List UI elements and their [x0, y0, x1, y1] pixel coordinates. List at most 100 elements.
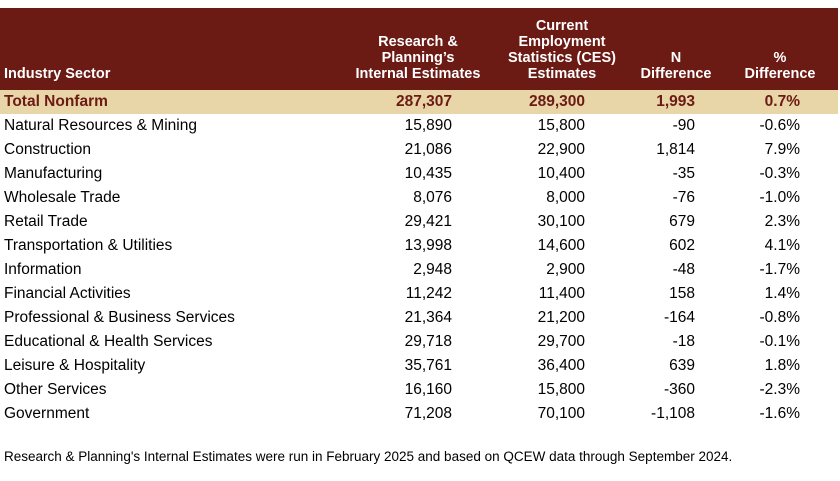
total-row: Total Nonfarm 287,307 289,300 1,993 0.7%: [0, 90, 838, 114]
cell-value: 2,900: [546, 261, 585, 278]
table-row: Construction 21,086 22,900 1,814 7.9%: [0, 138, 838, 162]
header-line: Employment: [518, 34, 606, 50]
cell-value: 29,421: [404, 213, 452, 230]
cell-value: 2.3%: [764, 213, 800, 230]
cell-value: 16,160: [404, 381, 452, 398]
header-line: Research &: [378, 34, 458, 50]
cell-value: -1.7%: [759, 261, 801, 278]
cell-value: 679: [669, 213, 695, 230]
cell-value: -0.1%: [759, 333, 801, 350]
cell-value: -0.3%: [759, 165, 801, 182]
cell-value: 287,307: [395, 93, 452, 110]
cell-value: 8,076: [413, 189, 452, 206]
cell-value: 1.8%: [764, 357, 800, 374]
table-body: Total Nonfarm 287,307 289,300 1,993 0.7% Natu…: [0, 90, 838, 426]
cell-value: 21,200: [537, 309, 585, 326]
cell-sector: Other Services: [4, 381, 107, 398]
cell-value: 70,100: [537, 405, 585, 422]
cell-value: -48: [672, 261, 695, 278]
cell-sector: Transportation & Utilities: [4, 237, 173, 254]
cell-value: 30,100: [537, 213, 585, 230]
header-line: Statistics (CES): [508, 50, 616, 66]
cell-value: 11,242: [405, 285, 452, 302]
header-line: Current: [535, 18, 589, 34]
cell-value: -35: [672, 165, 695, 182]
cell-sector: Professional & Business Services: [4, 309, 235, 326]
cell-sector: Information: [4, 261, 82, 278]
header-line: N: [670, 50, 682, 66]
cell-value: -1,108: [651, 405, 695, 422]
cell-value: 29,700: [537, 333, 585, 350]
header-pct-difference: % Difference: [730, 50, 830, 82]
cell-value: 36,400: [537, 357, 585, 374]
cell-value: -90: [672, 117, 695, 134]
cell-sector: Construction: [4, 141, 92, 158]
table-row: Educational & Health Services 29,718 29,70…: [0, 330, 838, 354]
cell-value: 21,364: [404, 309, 452, 326]
cell-value: -0.8%: [759, 309, 801, 326]
cell-value: 14,600: [537, 237, 585, 254]
cell-value: -18: [672, 333, 695, 350]
table-row: Retail Trade 29,421 30,100 679 2.3%: [0, 210, 838, 234]
cell-sector: Wholesale Trade: [4, 189, 121, 206]
table-row: Leisure & Hospitality 35,761 36,400 639 1.8%: [0, 354, 838, 378]
cell-value: -164: [663, 309, 695, 326]
header-line: %: [773, 50, 787, 66]
cell-value: -0.6%: [759, 117, 801, 134]
cell-value: -1.0%: [759, 189, 801, 206]
cell-sector: Total Nonfarm: [4, 93, 108, 110]
cell-value: 4.1%: [764, 237, 800, 254]
cell-value: 602: [669, 237, 695, 254]
header-line: Industry Sector: [4, 66, 111, 82]
cell-value: 639: [669, 357, 695, 374]
cell-value: 8,000: [546, 189, 585, 206]
cell-value: 1,993: [656, 93, 695, 110]
cell-value: 158: [669, 285, 695, 302]
table-row: Wholesale Trade 8,076 8,000 -76 -1.0%: [0, 186, 838, 210]
header-ces-estimates: Current Employment Statistics (CES) Estimat…: [497, 18, 627, 82]
cell-sector: Government: [4, 405, 90, 422]
cell-value: 15,890: [404, 117, 452, 134]
header-line: Internal Estimates: [355, 66, 481, 82]
cell-value: -76: [672, 189, 695, 206]
table-row: Information 2,948 2,900 -48 -1.7%: [0, 258, 838, 282]
cell-value: 289,300: [528, 93, 585, 110]
cell-sector: Retail Trade: [4, 213, 88, 230]
header-line: Difference: [640, 66, 712, 82]
cell-value: 0.7%: [764, 93, 800, 110]
table-row: Other Services 16,160 15,800 -360 -2.3%: [0, 378, 838, 402]
header-n-difference: N Difference: [632, 50, 720, 82]
cell-sector: Leisure & Hospitality: [4, 357, 146, 374]
table-header: Industry Sector Research & Planning’s Inte…: [0, 8, 838, 90]
cell-sector: Financial Activities: [4, 285, 131, 302]
cell-value: 21,086: [404, 141, 452, 158]
cell-value: 7.9%: [764, 141, 800, 158]
footnote: Research & Planning's Internal Estimates…: [4, 449, 733, 464]
cell-sector: Manufacturing: [4, 165, 103, 182]
header-internal-estimates: Research & Planning’s Internal Estimates: [343, 34, 493, 82]
cell-sector: Educational & Health Services: [4, 333, 213, 350]
cell-value: 2,948: [413, 261, 452, 278]
header-line: Estimates: [527, 66, 597, 82]
table-row: Government 71,208 70,100 -1,108 -1.6%: [0, 402, 838, 426]
cell-value: 11,400: [538, 285, 585, 302]
cell-value: 29,718: [404, 333, 452, 350]
cell-value: 1,814: [656, 141, 695, 158]
cell-value: 10,400: [537, 165, 585, 182]
cell-value: -1.6%: [759, 405, 801, 422]
cell-value: -2.3%: [759, 381, 801, 398]
cell-value: 35,761: [404, 357, 452, 374]
cell-value: 13,998: [404, 237, 452, 254]
header-line: Planning’s: [381, 50, 455, 66]
table-row: Transportation & Utilities 13,998 14,600 60…: [0, 234, 838, 258]
cell-value: 22,900: [537, 141, 585, 158]
cell-sector: Natural Resources & Mining: [4, 117, 197, 134]
cell-value: 15,800: [537, 381, 585, 398]
table-row: Financial Activities 11,242 11,400 158 1.4%: [0, 282, 838, 306]
cell-value: 71,208: [404, 405, 452, 422]
header-industry-sector: Industry Sector: [4, 66, 110, 82]
table-row: Natural Resources & Mining 15,890 15,800 -9…: [0, 114, 838, 138]
table-row: Professional & Business Services 21,364 21…: [0, 306, 838, 330]
cell-value: 15,800: [537, 117, 585, 134]
